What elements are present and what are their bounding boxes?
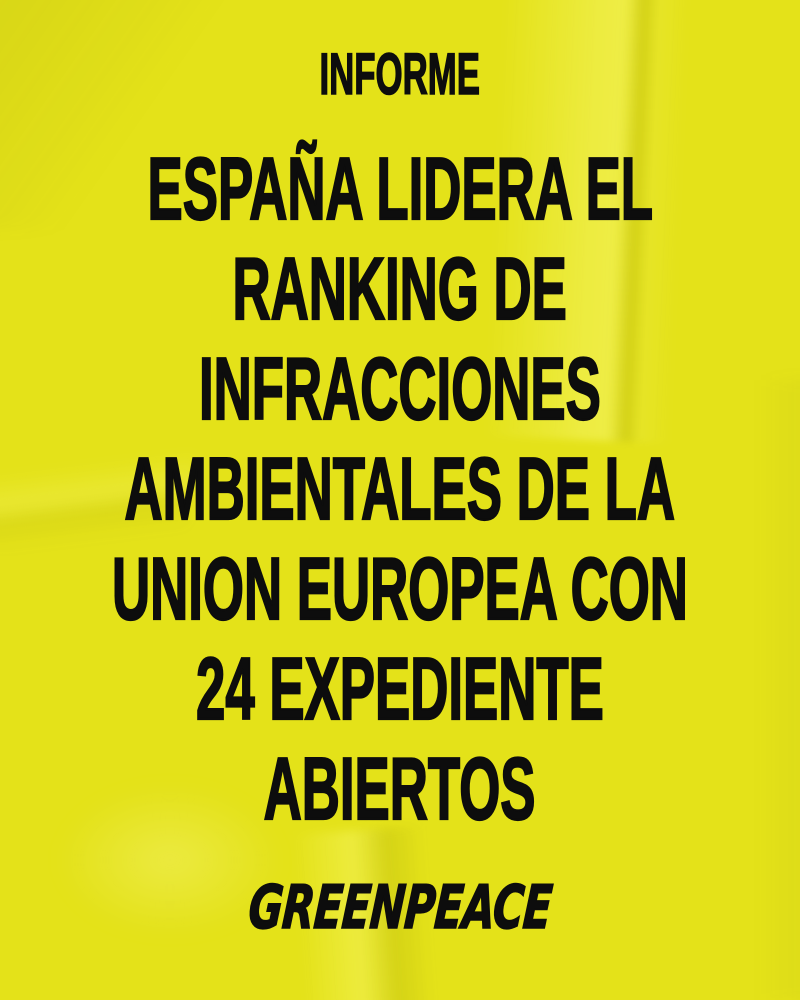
report-kicker: INFORME [319, 42, 481, 107]
headline-line-text: RANKING DE [232, 239, 568, 338]
logo-row: GREENPEACE [0, 872, 800, 943]
headline: ESPAÑA LIDERA EL RANKING DE INFRACCIONES… [0, 139, 800, 839]
greenpeace-logo: GREENPEACE [246, 872, 555, 943]
headline-line: INFRACCIONES [0, 339, 800, 439]
headline-line: AMBIENTALES DE LA [0, 439, 800, 539]
headline-line: UNION EUROPEA CON [0, 539, 800, 639]
headline-line: ESPAÑA LIDERA EL [0, 139, 800, 239]
headline-line-text: INFRACCIONES [198, 339, 601, 438]
headline-line-text: UNION EUROPEA CON [111, 539, 688, 638]
headline-line-text: ESPAÑA LIDERA EL [147, 139, 654, 238]
headline-line: RANKING DE [0, 239, 800, 339]
headline-line: ABIERTOS [0, 739, 800, 839]
headline-line: 24 EXPEDIENTE [0, 639, 800, 739]
kicker-row: INFORME [0, 42, 800, 107]
headline-line-text: 24 EXPEDIENTE [195, 639, 604, 738]
headline-line-text: ABIERTOS [263, 739, 536, 838]
headline-line-text: AMBIENTALES DE LA [124, 439, 676, 538]
